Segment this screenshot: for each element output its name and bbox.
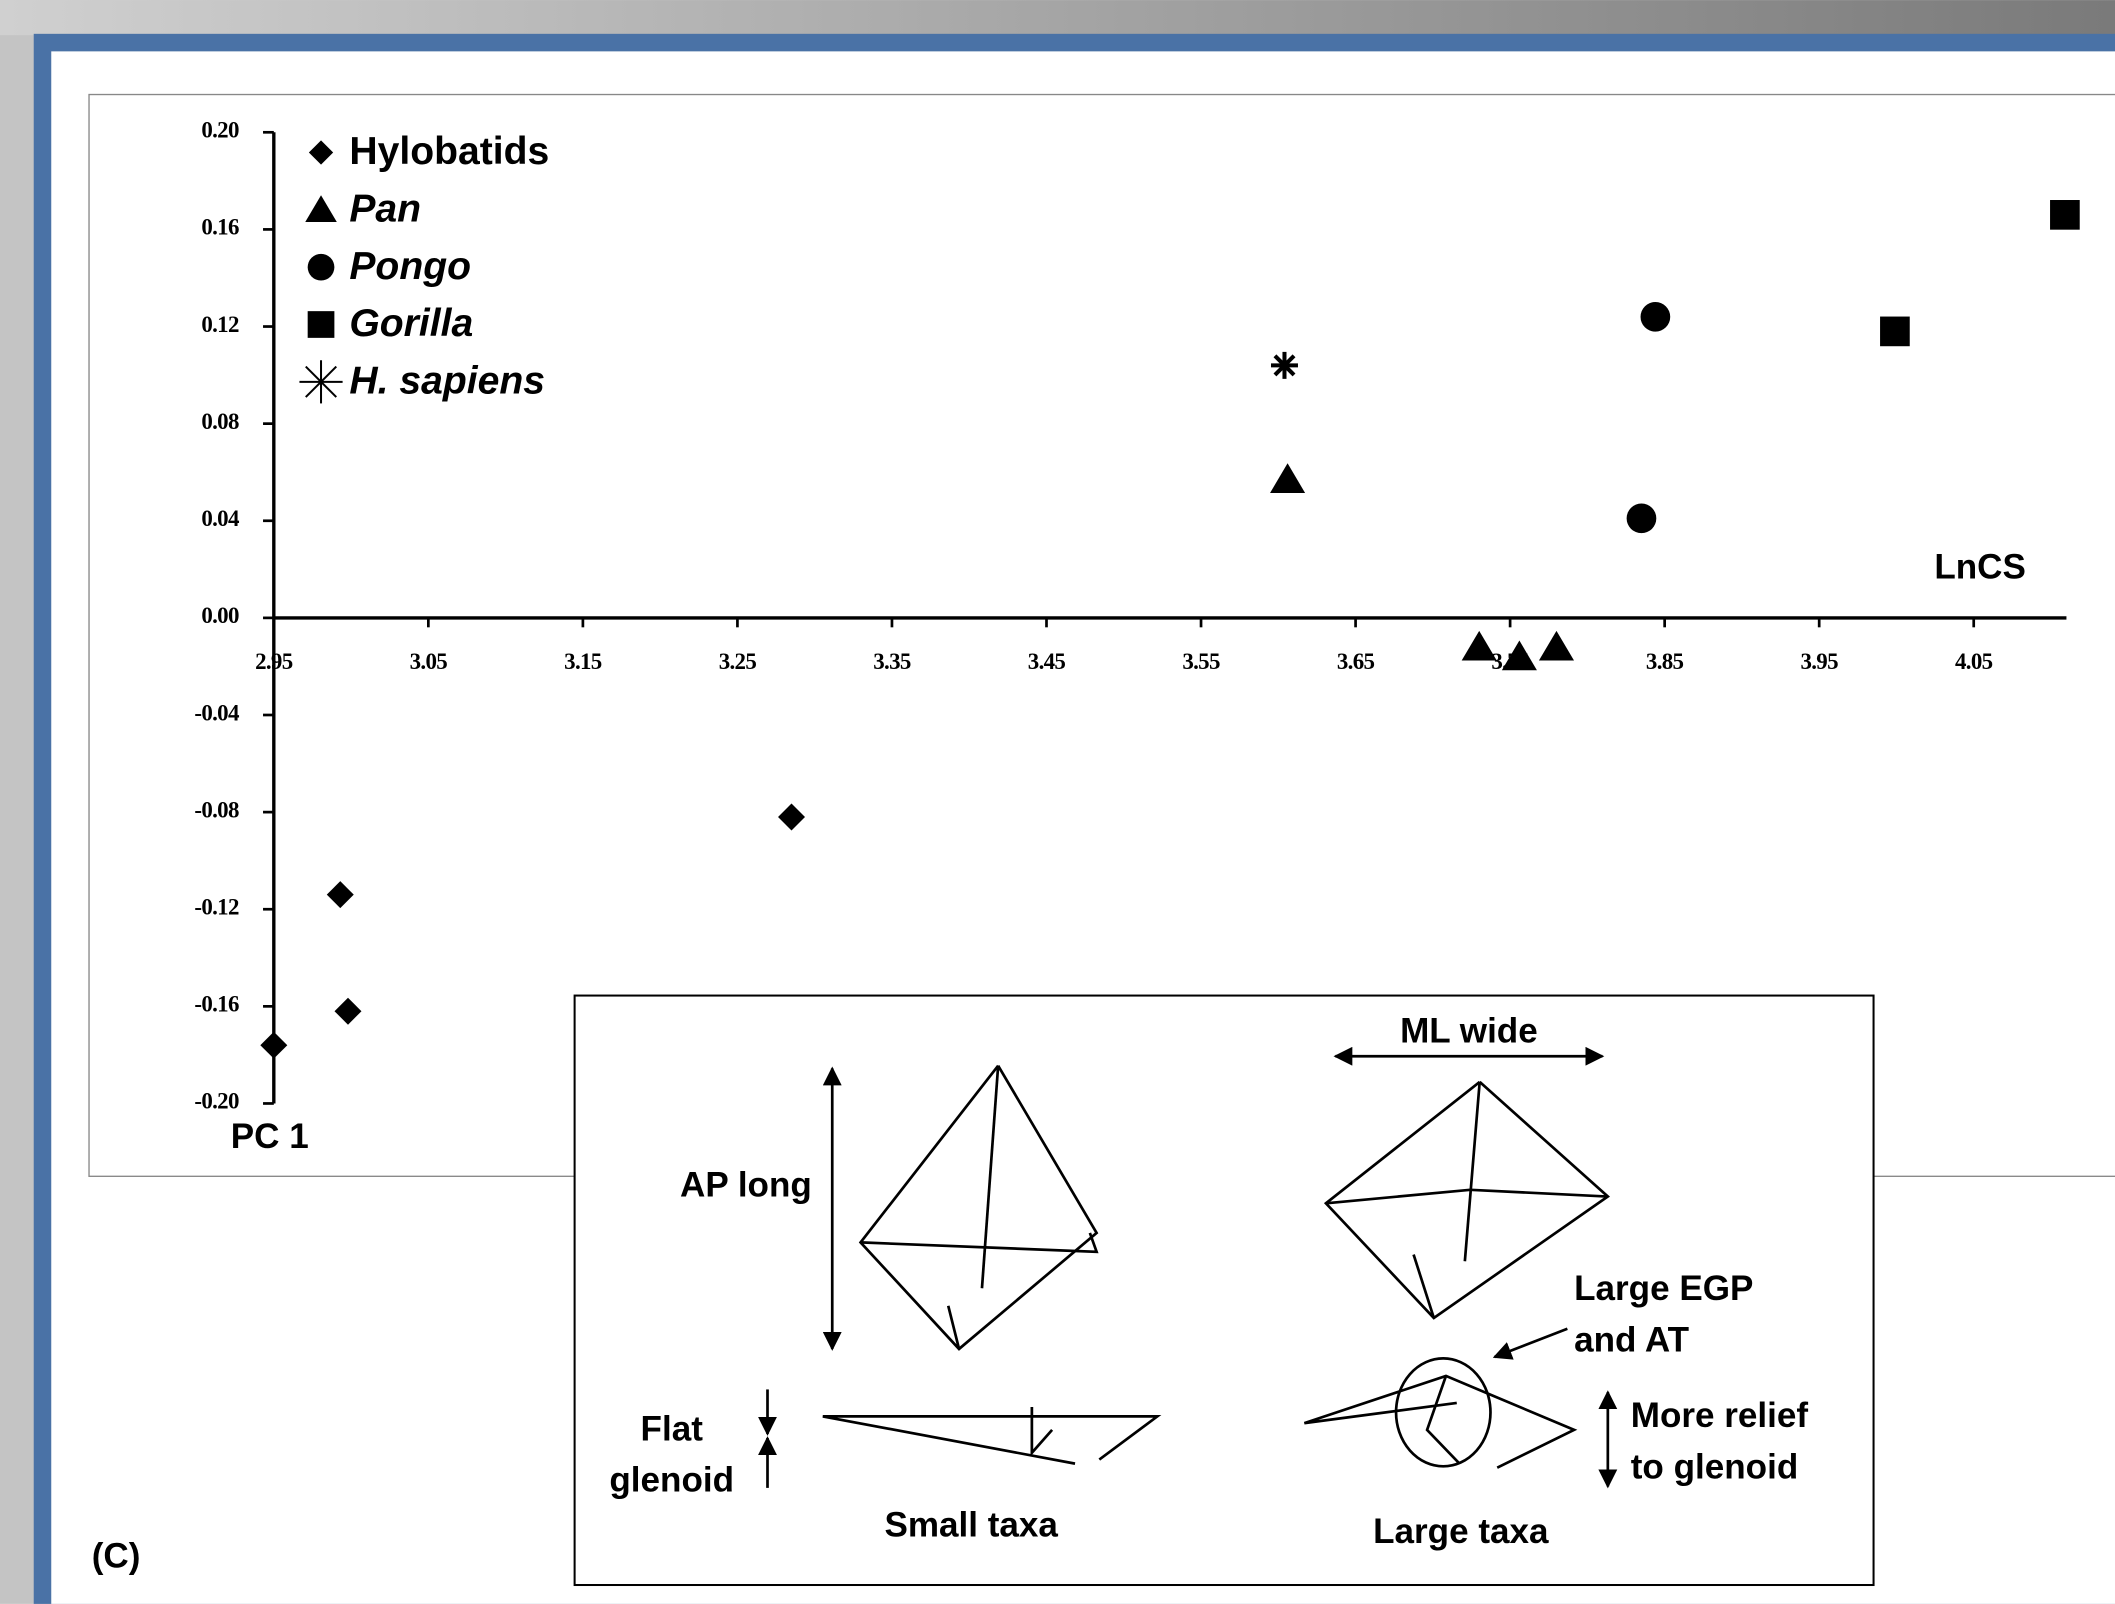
inset-label: and AT: [1574, 1320, 1689, 1359]
legend-marker: [299, 360, 342, 403]
y-tick-label: -0.16: [194, 992, 239, 1017]
x-tick-label: 2.95: [255, 649, 293, 674]
inset-label: Small taxa: [884, 1505, 1058, 1544]
page: 0.20 0.16 0.12 0.08 0.04 0.00 -0.04 -0.08 -0.12 -…: [0, 0, 2115, 1604]
y-tick-label: 0.16: [201, 215, 239, 240]
legend-label: Pongo: [349, 245, 471, 288]
screen: 0.20 0.16 0.12 0.08 0.04 0.00 -0.04 -0.08 -0.12 -…: [0, 0, 2115, 1604]
data-point: [2050, 200, 2080, 230]
x-tick-label: 3.95: [1800, 649, 1838, 674]
legend-label: Gorilla: [349, 302, 473, 345]
inset-label: More relief: [1631, 1396, 1809, 1435]
y-tick-label: -0.12: [194, 894, 239, 919]
y-tick-label: 0.12: [201, 312, 239, 337]
y-tick-label: -0.20: [194, 1089, 239, 1114]
x-tick-label: 3.45: [1028, 649, 1066, 674]
y-axis-label: PC 1: [231, 1117, 309, 1156]
legend-marker: [308, 254, 335, 281]
data-point: [1627, 503, 1657, 533]
y-tick-label: 0.20: [201, 118, 239, 143]
legend-marker: [308, 311, 335, 338]
data-point: [1641, 302, 1671, 332]
top-bar: [0, 0, 2115, 35]
data-point: [1271, 352, 1298, 379]
legend-label: Pan: [349, 188, 421, 231]
x-tick-label: 3.55: [1182, 649, 1220, 674]
panel-label: (C): [92, 1536, 141, 1575]
x-tick-label: 3.25: [719, 649, 757, 674]
y-tick-label: 0.08: [201, 409, 239, 434]
y-tick-label: -0.04: [194, 700, 240, 725]
y-tick-label: -0.08: [194, 797, 239, 822]
y-tick-label: 0.00: [201, 603, 239, 628]
legend-label: Hylobatids: [349, 130, 549, 173]
x-axis-label: LnCS: [1934, 548, 2026, 587]
x-tick-label: 3.65: [1337, 649, 1375, 674]
x-tick-label: 4.05: [1955, 649, 1993, 674]
inset-label: ML wide: [1400, 1012, 1538, 1051]
inset-label: Flat: [641, 1410, 704, 1449]
y-tick-label: 0.04: [201, 506, 240, 531]
x-tick-label: 3.35: [873, 649, 911, 674]
x-tick-label: 3.85: [1646, 649, 1684, 674]
x-tick-label: 3.15: [564, 649, 602, 674]
data-point: [1880, 317, 1910, 347]
inset-label: AP long: [680, 1165, 812, 1204]
x-tick-label: 3.05: [410, 649, 448, 674]
inset-label: to glenoid: [1631, 1447, 1799, 1486]
inset-label: glenoid: [609, 1461, 734, 1500]
inset-label: Large EGP: [1574, 1269, 1753, 1308]
inset-label: Large taxa: [1373, 1512, 1549, 1551]
legend-label: H. sapiens: [349, 360, 545, 403]
